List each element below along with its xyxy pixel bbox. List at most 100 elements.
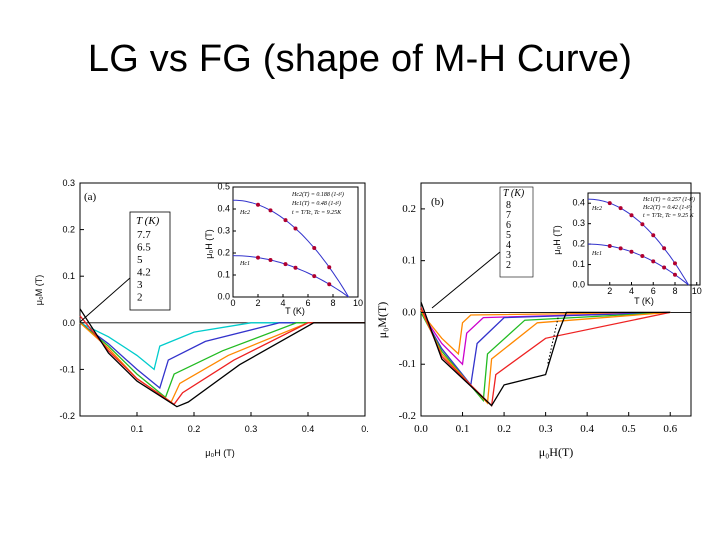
- panel-b-inset-label-hc1: Hc1: [591, 251, 602, 257]
- series-line-7.7: [79, 322, 365, 371]
- panel-a-inset-label-hc2: Hc2: [239, 210, 250, 216]
- inset-point-hc1: [312, 274, 317, 279]
- legend-entry: 4.2: [137, 267, 151, 279]
- x-tick-label: 0.4: [302, 424, 315, 434]
- panel-a-tag: (a): [84, 191, 97, 203]
- inset-fit-hc2: [587, 198, 690, 286]
- inset-y-tick-label: 0.2: [217, 248, 230, 258]
- inset-point-hc1: [662, 265, 667, 270]
- inset-y-tick-label: 0.3: [217, 226, 230, 236]
- series-line-8: [420, 311, 671, 356]
- panel-b-y-ticks: 0.2 0.1 0.0 -0.1 -0.2: [399, 203, 425, 422]
- inset-x-tick-label: 2: [255, 298, 260, 308]
- inset-y-tick-label: 0.4: [572, 198, 585, 208]
- legend-entry: 7: [506, 210, 511, 221]
- panel-a-frame: [79, 182, 366, 417]
- inset-x-tick-label: 8: [330, 298, 335, 308]
- series-line-6.5: [79, 322, 365, 390]
- inset-point-hc1: [618, 246, 623, 251]
- inset-x-tick-label: 10: [353, 298, 363, 308]
- panel-a-inset-frame: [232, 186, 359, 298]
- series-line-4.2: [79, 322, 365, 403]
- panel-a-inset-xlabel: T (K): [285, 306, 305, 316]
- legend-entry: 3: [137, 279, 143, 291]
- inset-y-tick-label: 0.3: [572, 218, 585, 228]
- inset-x-tick-label: 4: [280, 298, 285, 308]
- panel-a-legend-box: [129, 211, 171, 311]
- inset-point-hc2: [327, 265, 332, 270]
- inset-x-tick-label: 0: [230, 298, 235, 308]
- inset-point-hc1: [327, 282, 332, 287]
- y-tick-label: 0.2: [62, 225, 75, 235]
- series-line-3: [79, 315, 365, 406]
- inset-point-hc2: [672, 261, 677, 266]
- x-tick-label: 0.1: [131, 424, 144, 434]
- inset-point-hc1: [607, 244, 612, 249]
- inset-y-tick-label: 0.1: [572, 259, 585, 269]
- series-line-5: [420, 311, 671, 403]
- x-tick-label: 0.5: [622, 423, 636, 435]
- inset-point-hc2: [312, 245, 317, 250]
- inset-y-tick-label: 0.4: [217, 204, 230, 214]
- panel-b-inset: 2 4 6 8 10 0.4 0.3 0.2 0.1 0.0: [572, 198, 701, 296]
- inset-point-hc2: [629, 213, 634, 218]
- panel-a: (a) 0.30.20.10.0-0.1-0.2 0.1 0.2 0.3 0.4 0. …: [34, 178, 369, 458]
- panel-a-legend-title: T (K): [136, 215, 160, 227]
- legend-entry: 5: [506, 230, 511, 241]
- inset-point-hc1: [651, 259, 656, 264]
- panel-a-inset-ylabel: μ₀H (T): [204, 229, 214, 258]
- inset-x-tick-label: 4: [629, 286, 634, 296]
- inset-point-hc1: [293, 265, 298, 270]
- panel-b-xlabel: μ₀H(T): [539, 445, 574, 459]
- panel-b-frame: [420, 182, 692, 417]
- series-line-6: [420, 311, 671, 387]
- series-line-5: [79, 322, 365, 399]
- inset-point-hc2: [651, 233, 656, 238]
- inset-point-hc2: [256, 202, 260, 207]
- x-tick-label: 0.0: [414, 423, 428, 435]
- series-line-4: [420, 309, 671, 405]
- panel-a-inset: 0 2 4 6 8 10 0.5 0.4 0.3 0.2 0.1 0.0: [217, 182, 363, 309]
- inset-y-tick-label: 0.0: [217, 292, 230, 302]
- inset-point-hc1: [256, 255, 260, 260]
- y-tick-label: 0.2: [402, 203, 416, 215]
- x-tick-label: 0.2: [497, 423, 511, 435]
- panel-b-legend-box: [499, 186, 534, 278]
- legend-entry: 8: [506, 200, 511, 211]
- panel-b-inset-frame: [587, 192, 701, 286]
- inset-point-hc2: [268, 208, 273, 213]
- y-tick-label: 0.1: [402, 255, 416, 267]
- panel-a-y-ticks: 0.3 0.2 0.1 0.0 -0.1 -0.2: [59, 178, 84, 421]
- y-tick-label: 0.3: [62, 178, 75, 188]
- inset-x-tick-label: 8: [672, 286, 677, 296]
- panel-b-curves: [420, 301, 691, 407]
- panel-b-inset-note-2: Hc2(T) = 0.42 (1-t²): [642, 204, 692, 211]
- panel-a-xlabel: μ₀H (T): [205, 448, 234, 458]
- legend-entry: 4: [506, 240, 511, 251]
- y-tick-label: 0.0: [62, 318, 75, 328]
- inset-y-tick-label: 0.2: [572, 239, 585, 249]
- x-tick-label: 0.3: [245, 424, 258, 434]
- panel-b-ylabel: μ₀M(T): [375, 302, 389, 339]
- panel-b-inset-label-hc2: Hc2: [591, 206, 602, 212]
- panel-b-inset-note-1: Hc1(T) = 0.257 (1-t²): [642, 196, 695, 203]
- y-tick-label: -0.2: [59, 411, 75, 421]
- inset-point-hc1: [283, 262, 288, 267]
- x-tick-label: 0.6: [663, 423, 677, 435]
- inset-point-hc1: [629, 249, 634, 254]
- panel-a-curves: [79, 308, 365, 408]
- series-line-2: [420, 301, 671, 407]
- legend-entry: 6: [506, 220, 511, 231]
- x-tick-label: 0.4: [580, 423, 594, 435]
- panel-b-inset-xlabel: T (K): [634, 296, 654, 306]
- panel-a-legend: 7.76.554.232: [137, 229, 151, 304]
- x-tick-label: 0.3: [539, 423, 553, 435]
- legend-entry: 7.7: [137, 229, 151, 241]
- legend-entry: 2: [506, 260, 511, 271]
- inset-point-hc2: [607, 201, 612, 206]
- legend-entry: 5: [137, 254, 143, 266]
- legend-entry: 6.5: [137, 242, 151, 254]
- panel-a-inset-note-2: Hc1(T) = 0.48 (1-t²): [291, 200, 341, 207]
- panel-b-inset-ylabel: μ₀H (T): [552, 225, 562, 254]
